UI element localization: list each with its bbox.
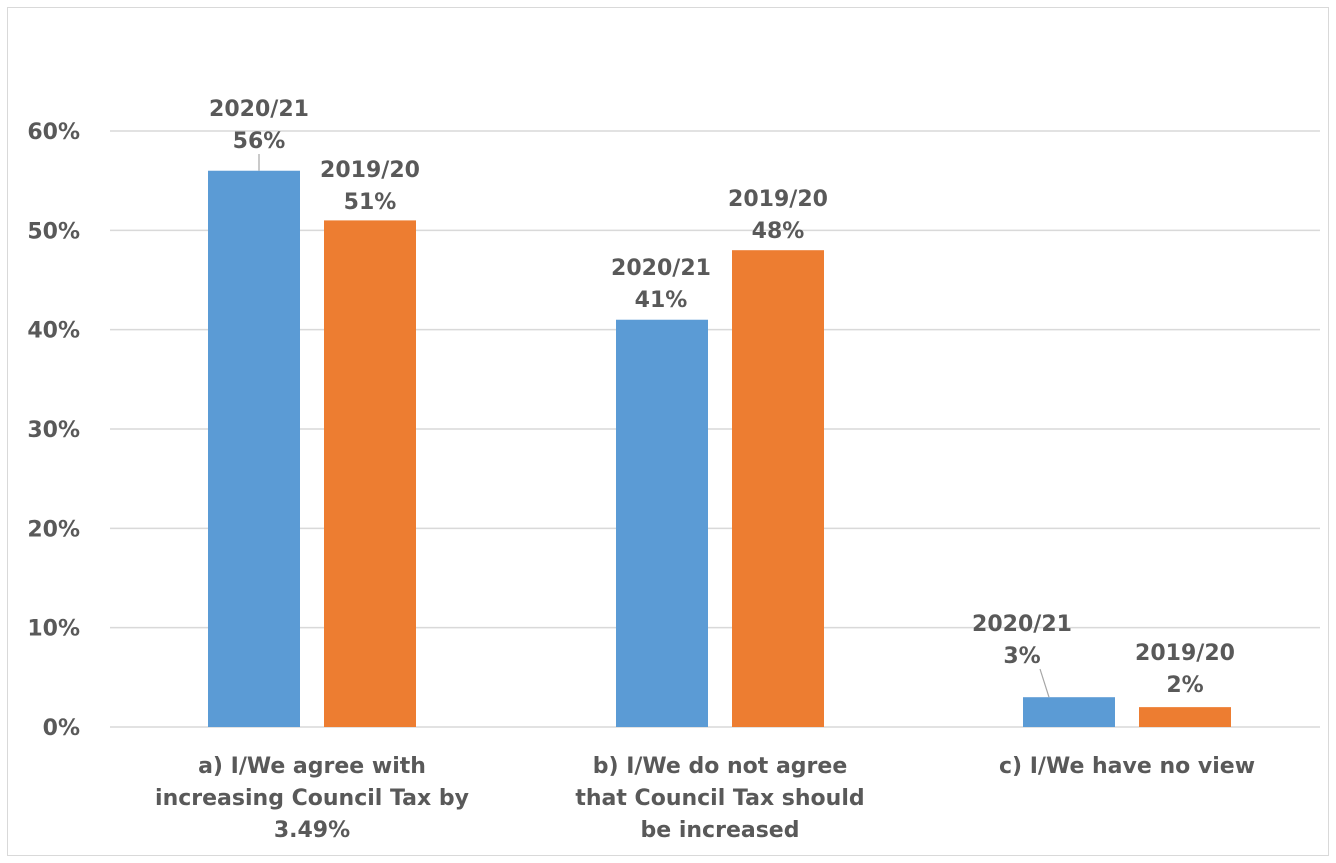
y-tick-label: 0% (43, 716, 80, 741)
y-tick-label: 10% (27, 617, 80, 642)
data-label-value: 51% (344, 190, 397, 215)
y-tick-label: 30% (27, 418, 80, 443)
x-axis-categories: a) I/We agree with increasing Council Tax… (155, 754, 1255, 843)
data-label-value: 56% (233, 129, 286, 154)
y-axis-ticks: 0% 10% 20% 30% 40% 50% 60% (27, 120, 80, 741)
x-category-label: c) I/We have no view (999, 754, 1255, 779)
data-label-value: 41% (635, 288, 688, 313)
data-label-value: 3% (1003, 644, 1040, 669)
bar-2019-20-cat2 (732, 250, 824, 727)
data-label-series: 2020/21 (972, 612, 1072, 637)
bar-2019-20-cat3 (1139, 707, 1231, 727)
bar-2020-21-cat3 (1023, 697, 1115, 727)
x-category-label: a) I/We agree with (198, 754, 426, 779)
y-tick-label: 50% (27, 219, 80, 244)
data-label-series: 2019/20 (1135, 641, 1235, 666)
data-label-series: 2020/21 (209, 97, 309, 122)
y-tick-label: 40% (27, 319, 80, 344)
x-category-label: increasing Council Tax by (155, 786, 469, 811)
leader-lines (258, 154, 1050, 698)
gridlines (110, 130, 1320, 728)
data-labels: 2020/21 56% 2019/20 51% 2020/21 41% 2019/20 48%… (209, 97, 1235, 698)
data-label-series: 2019/20 (728, 187, 828, 212)
data-label-series: 2020/21 (611, 256, 711, 281)
leader-line (1039, 668, 1050, 698)
data-label-series: 2019/20 (320, 158, 420, 183)
bar-2019-20-cat1 (324, 220, 416, 727)
bar-2020-21-cat2 (616, 319, 708, 727)
x-category-label: b) I/We do not agree (593, 754, 848, 779)
bar-2020-21-cat1 (208, 170, 300, 727)
y-tick-label: 60% (27, 120, 80, 145)
data-label-value: 48% (752, 219, 805, 244)
x-category-label: that Council Tax should (575, 786, 864, 811)
bars (208, 170, 1231, 727)
data-label-value: 2% (1166, 673, 1203, 698)
x-category-label: be increased (641, 818, 800, 843)
y-tick-label: 20% (27, 517, 80, 542)
x-category-label: 3.49% (274, 818, 350, 843)
